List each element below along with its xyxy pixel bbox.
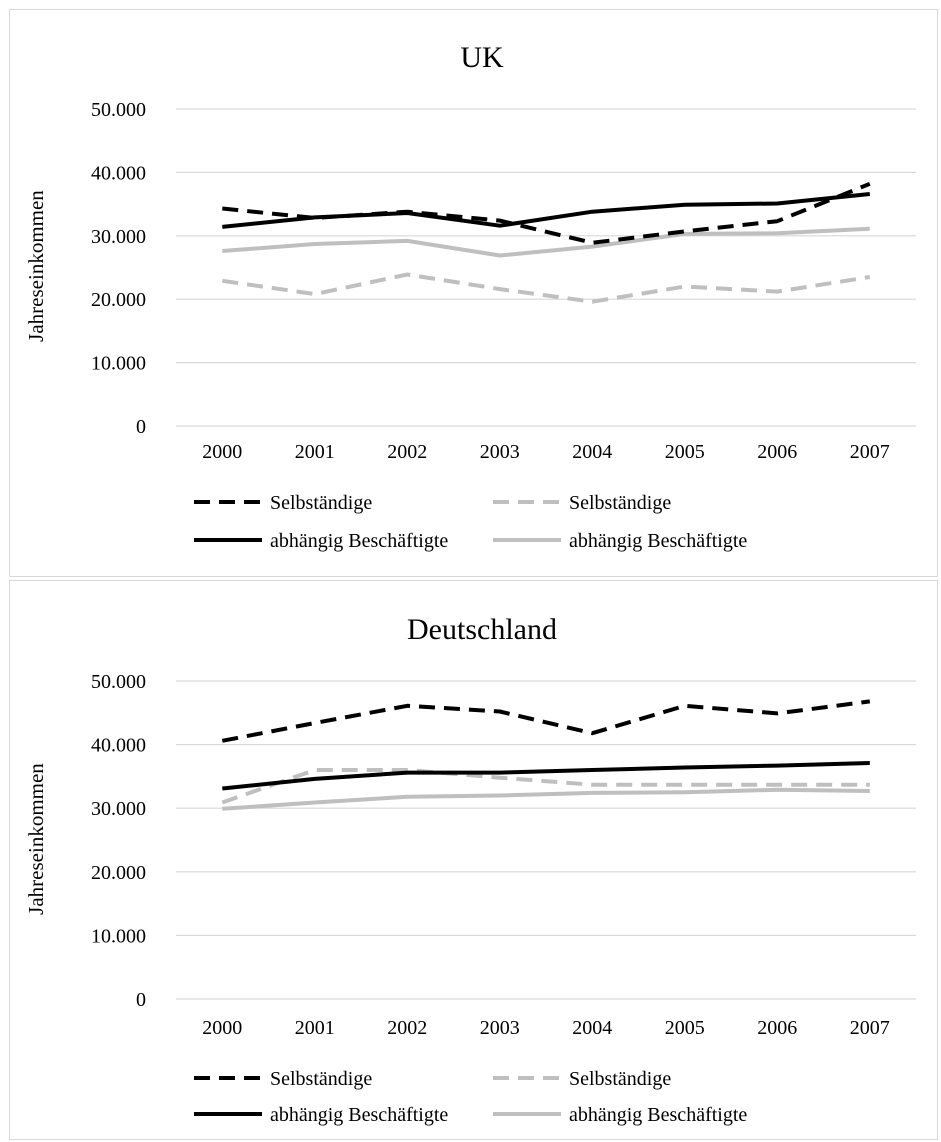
chart-svg-uk: UK 0 10.000 20.000 30.000 40.000 50.000 2000 20… <box>24 41 916 552</box>
y-tick-label: 0 <box>136 989 146 1011</box>
x-tick-label: 2000 <box>202 1017 242 1039</box>
x-tick-label: 2001 <box>295 441 335 463</box>
x-tick-label: 2007 <box>850 1017 890 1039</box>
y-tick-label: 40.000 <box>91 735 146 757</box>
legend-label: abhängig Beschäftigte <box>270 530 448 552</box>
x-tick-label: 2005 <box>665 1017 705 1039</box>
x-tick-label: 2006 <box>757 1017 797 1039</box>
legend-label: Selbständige <box>569 492 671 514</box>
x-tick-label: 2004 <box>572 1017 612 1039</box>
legend-label: Selbständige <box>270 492 372 514</box>
y-tick-label: 50.000 <box>91 671 146 693</box>
y-tick-label: 10.000 <box>91 925 146 947</box>
legend-label: abhängig Beschäftigte <box>270 1104 448 1126</box>
series-line <box>222 787 870 811</box>
series-line <box>221 768 870 805</box>
legend-label: abhängig Beschäftigte <box>569 1104 747 1126</box>
chart-svg-deutschland: Deutschland 0 10.000 20.000 30.000 40.000 50.… <box>24 613 916 1126</box>
chart-title: Deutschland <box>407 613 557 646</box>
x-tick-label: 2002 <box>387 1017 427 1039</box>
x-tick-label: 2001 <box>295 1017 335 1039</box>
series-line <box>222 272 871 304</box>
x-tick-label: 2003 <box>480 441 520 463</box>
x-tick-label: 2006 <box>757 441 797 463</box>
y-axis-label: Jahreseinkommen <box>24 190 48 342</box>
series-line <box>222 761 870 791</box>
series-line <box>222 192 871 229</box>
x-tick-label: 2003 <box>480 1017 520 1039</box>
x-tick-label: 2004 <box>572 441 612 463</box>
y-tick-label: 30.000 <box>91 226 146 248</box>
x-tick-label: 2007 <box>850 441 890 463</box>
series-line <box>222 226 870 258</box>
chart-panel-uk: UK 0 10.000 20.000 30.000 40.000 50.000 2000 20… <box>9 9 938 577</box>
series-line <box>221 699 871 743</box>
y-tick-label: 40.000 <box>91 162 146 184</box>
x-tick-label: 2005 <box>665 441 705 463</box>
y-tick-label: 20.000 <box>91 862 146 884</box>
x-tick-label: 2000 <box>202 441 242 463</box>
legend-label: abhängig Beschäftigte <box>569 530 747 552</box>
legend-label: Selbständige <box>569 1068 671 1090</box>
chart-panel-deutschland: Deutschland 0 10.000 20.000 30.000 40.000 50.… <box>9 580 938 1140</box>
y-tick-label: 20.000 <box>91 289 146 311</box>
y-tick-label: 10.000 <box>91 353 146 375</box>
legend-label: Selbständige <box>270 1068 372 1090</box>
y-tick-label: 0 <box>136 416 146 438</box>
y-tick-label: 30.000 <box>91 798 146 820</box>
x-tick-label: 2002 <box>387 441 427 463</box>
y-tick-label: 50.000 <box>91 99 146 121</box>
y-axis-label: Jahreseinkommen <box>24 763 48 915</box>
chart-title: UK <box>460 41 504 74</box>
